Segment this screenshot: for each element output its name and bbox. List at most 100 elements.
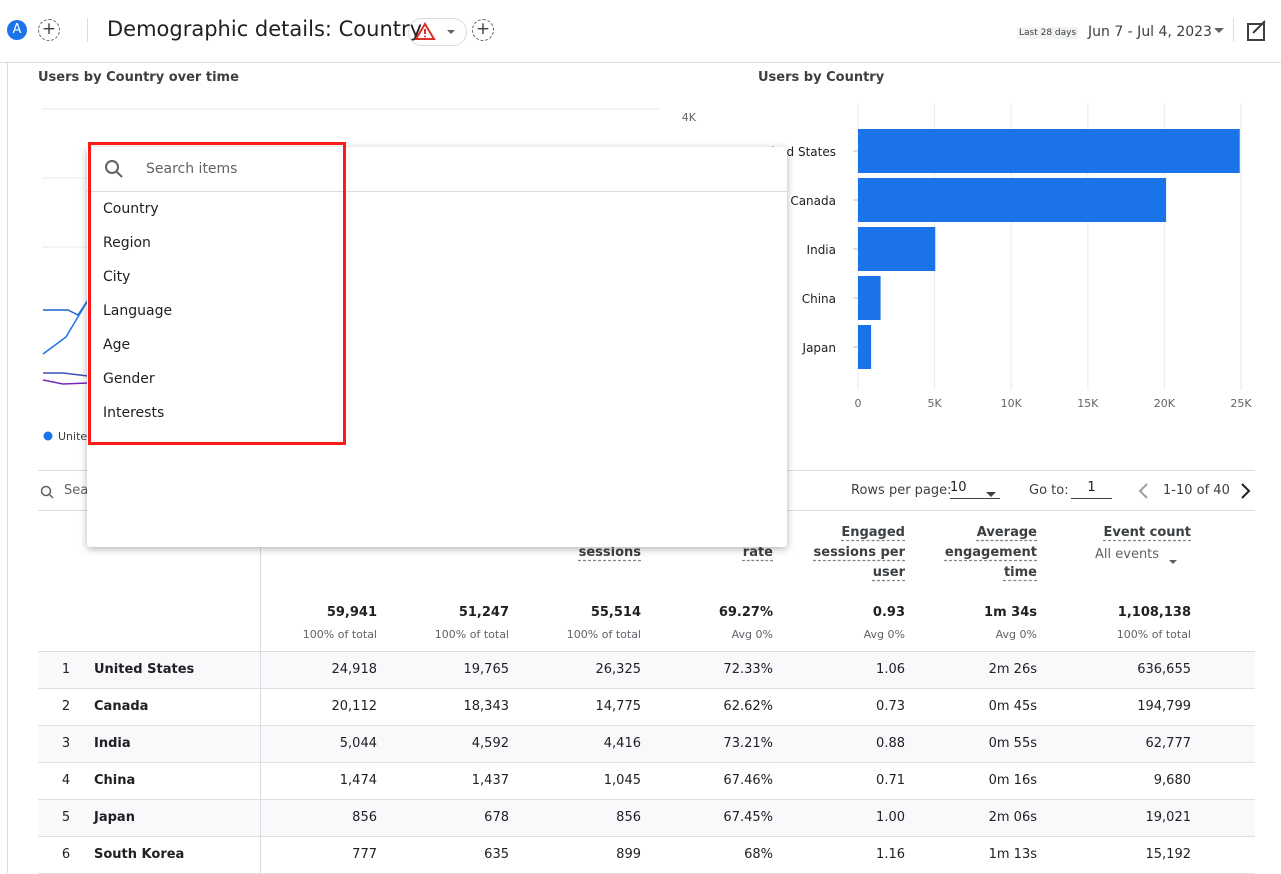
table-row[interactable] [38,726,1255,763]
search-icon [105,160,123,178]
row-rank: 5 [61,810,71,825]
table-cell: 0.73 [876,699,905,714]
table-cell: 5,044 [339,736,377,751]
table-cell: 0.88 [876,736,905,751]
table-cell: 0.71 [876,773,905,788]
total-note: Avg 0% [995,628,1037,641]
bar [858,178,1167,222]
row-rank: 4 [61,773,71,788]
table-cell: 856 [616,810,641,825]
go-to-label: Go to: [1029,483,1069,498]
row-country[interactable]: Canada [94,699,149,714]
divider [38,651,1255,652]
total-note: 100% of total [434,628,509,641]
row-country[interactable]: South Korea [94,847,185,862]
total-note: Avg 0% [731,628,773,641]
table-cell: 18,343 [463,699,510,714]
legend-dot [43,431,53,441]
date-range[interactable]: Jun 7 - Jul 4, 2023 [1088,24,1212,40]
column-header-text[interactable]: Engaged sessions per user [813,525,905,580]
line-fragment [42,299,89,355]
table-cell: 899 [616,847,641,862]
table-cell: 19,021 [1145,810,1192,825]
dimension-dropdown: Search items [87,147,787,547]
table-cell: 1,045 [603,773,641,788]
dropdown-item[interactable]: City [103,269,131,285]
row-country[interactable]: United States [94,662,195,677]
top-bar: A + Demographic details: Country + Last … [0,0,1281,63]
edit-icon[interactable] [1246,20,1268,42]
total-value: 1m 34s [984,605,1037,620]
dropdown-item[interactable]: Language [103,303,173,319]
add-filter[interactable]: + [472,19,494,41]
category-label: India [807,243,836,257]
table-cell: 4,592 [471,736,509,751]
category-label: Japan [802,341,836,355]
column-header-text[interactable]: Average engagement time [944,525,1037,580]
column-header[interactable]: Average engagement time [941,523,1037,583]
bar-chart-title: Users by Country [758,70,885,85]
warning-icon [414,22,455,40]
date-caret[interactable] [1212,26,1226,36]
column-header[interactable]: Engaged sessions per user [809,523,905,583]
bar [858,325,872,369]
avatar[interactable]: A [7,20,27,40]
table-cell: 1.16 [876,847,905,862]
dropdown-item[interactable]: Country [103,201,159,217]
dropdown-item[interactable]: Age [103,337,131,353]
row-country[interactable]: Japan [94,810,135,825]
separator [87,191,787,192]
row-country[interactable]: India [94,736,131,751]
table-cell: 72.33% [723,662,773,677]
column-divider [260,652,261,873]
prev-page[interactable] [1137,482,1151,504]
date-label: Last 28 days [1017,27,1079,39]
table-cell: 1.06 [876,662,905,677]
column-header-text[interactable]: Event count [1103,525,1191,540]
table-cell: 15,192 [1145,847,1192,862]
table-cell: 635 [484,847,509,862]
table-cell: 0m 45s [988,699,1037,714]
x-tick-label: 0 [855,397,862,410]
highlight-box [88,142,346,445]
event-filter[interactable]: All events [1095,547,1160,562]
column-header[interactable]: Event count [1095,523,1191,543]
search-icon [40,484,54,503]
warning-pill[interactable] [408,18,467,46]
total-value: 55,514 [590,605,641,620]
table-row[interactable] [38,763,1255,800]
table-cell: 2m 06s [988,810,1037,825]
search-input[interactable]: Search items [146,161,238,177]
table-row[interactable] [38,652,1255,689]
x-tick-label: 20K [1154,397,1176,410]
dropdown-item[interactable]: Region [103,235,151,251]
table-cell: 1,474 [339,773,377,788]
table-row[interactable] [38,689,1255,726]
x-tick-label: 5K [927,397,942,410]
category-label: China [802,292,836,306]
row-rank: 1 [61,662,71,677]
bar [858,227,936,271]
line-fragment [43,372,89,377]
table-row[interactable] [38,800,1255,837]
dropdown-item[interactable]: Interests [103,405,165,421]
add-comparison[interactable]: + [38,19,60,41]
pagination: 1-10 of 40 [1163,483,1230,498]
table-cell: 2m 26s [988,662,1037,677]
table-cell: 67.45% [723,810,773,825]
total-note: Avg 0% [863,628,905,641]
next-page[interactable] [1238,482,1252,504]
total-value: 0.93 [872,605,905,620]
total-note: 100% of total [1116,628,1191,641]
go-to-input[interactable]: 1 [1071,480,1112,499]
x-tick-label: 25K [1230,397,1252,410]
table-cell: 777 [352,847,377,862]
rows-per-page-select[interactable]: 10 [950,480,1000,499]
row-country[interactable]: China [94,773,136,788]
table-cell: 194,799 [1137,699,1191,714]
dropdown-item[interactable]: Gender [103,371,155,387]
table-cell: 636,655 [1137,662,1191,677]
row-rank: 3 [61,736,71,751]
